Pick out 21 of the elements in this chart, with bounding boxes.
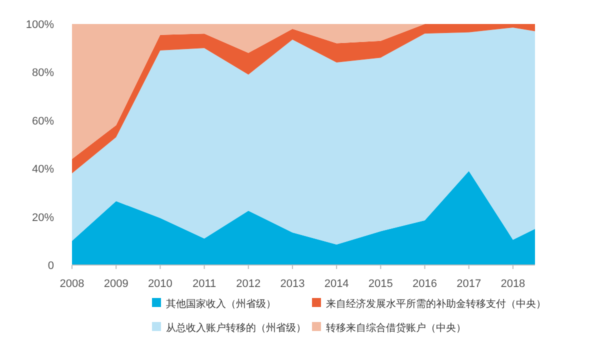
x-tick-label: 2013	[280, 278, 305, 290]
x-tick-label: 2015	[368, 278, 393, 290]
legend-item: 来自经济发展水平所需的补助金转移支付（中央）	[312, 298, 546, 310]
y-tick-label: 60%	[32, 115, 54, 128]
x-tick-label: 2017	[456, 278, 482, 290]
x-tick-label: 2011	[192, 278, 216, 290]
y-tick-label: 0	[48, 260, 54, 272]
y-tick-label: 100%	[26, 19, 54, 31]
legend-item: 转移来自综合借贷账户（中央）	[312, 322, 466, 334]
x-tick-label: 2016	[412, 278, 438, 290]
y-tick-label: 80%	[32, 67, 54, 80]
x-tick-label: 2014	[324, 278, 349, 290]
x-tick-label: 2010	[148, 278, 172, 290]
x-tick-label: 2008	[60, 278, 84, 290]
y-tick-label: 40%	[32, 164, 54, 176]
legend-item: 从总收入账户转移的（州省级）	[152, 322, 306, 334]
x-tick-label: 2012	[236, 278, 261, 290]
y-tick-label: 20%	[32, 212, 54, 224]
x-tick-label: 2018	[500, 278, 526, 290]
x-tick-label: 2009	[104, 278, 128, 290]
legend-item: 其他国家收入（州省级）	[152, 298, 276, 310]
